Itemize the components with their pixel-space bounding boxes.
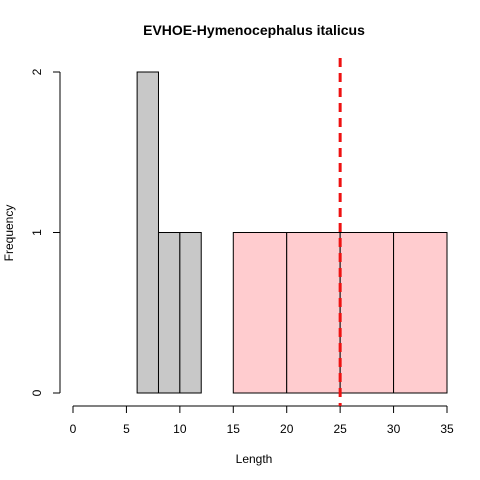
y-tick-label-2: 2 xyxy=(30,68,44,75)
x-tick-label-2: 10 xyxy=(173,422,187,436)
histogram-bar-4 xyxy=(286,232,341,394)
x-tick-label-5: 25 xyxy=(333,422,347,436)
x-axis-label: Length xyxy=(236,452,273,466)
x-tick-label-6: 30 xyxy=(387,422,401,436)
chart-title: EVHOE-Hymenocephalus italicus xyxy=(143,22,365,38)
y-tick-label-0: 0 xyxy=(30,389,44,396)
x-axis: 0 5 10 15 20 25 30 35 xyxy=(70,405,454,436)
x-tick-label-0: 0 xyxy=(70,422,77,436)
y-tick-label-1: 1 xyxy=(30,229,44,236)
histogram-bar-3 xyxy=(232,232,288,394)
x-tick-label-7: 35 xyxy=(440,422,454,436)
histogram-bar-6 xyxy=(393,232,448,394)
x-tick-label-3: 15 xyxy=(227,422,241,436)
histogram-bar-1 xyxy=(157,232,181,394)
x-tick-label-4: 20 xyxy=(280,422,294,436)
histogram-bar-2 xyxy=(179,232,202,394)
histogram-bar-5 xyxy=(339,232,395,394)
histogram-bar-0 xyxy=(136,71,159,394)
x-tick-label-1: 5 xyxy=(123,422,130,436)
bars xyxy=(136,71,448,394)
y-axis-label: Frequency xyxy=(2,205,16,262)
y-axis: 0 1 2 xyxy=(30,68,61,396)
